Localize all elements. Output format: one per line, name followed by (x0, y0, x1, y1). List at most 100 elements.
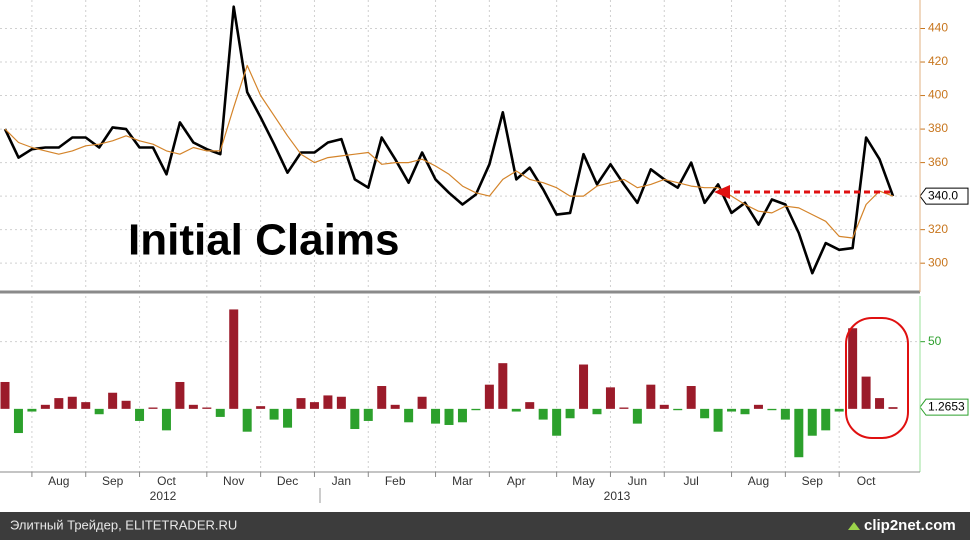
bar (457, 408, 467, 423)
bar (296, 398, 306, 409)
x-tick-label: Feb (385, 474, 406, 488)
bar (148, 407, 158, 409)
bar (283, 408, 293, 428)
bar (256, 406, 266, 409)
bar (108, 392, 118, 409)
x-tick-label: Jul (684, 474, 699, 488)
line-series (3, 5, 895, 275)
bar (579, 364, 589, 409)
y-tick-label: 300 (928, 255, 948, 269)
bar (444, 408, 454, 425)
value-label: 1.2653 (928, 399, 965, 413)
bar (727, 408, 737, 412)
bar (121, 400, 131, 409)
y-tick-label: 440 (928, 21, 948, 35)
x-tick-label: Nov (223, 474, 244, 488)
bar (565, 408, 575, 419)
y-tick-label: 50 (928, 334, 942, 348)
y-tick-label: 400 (928, 88, 948, 102)
bar (673, 408, 683, 411)
x-tick-label: Mar (452, 474, 473, 488)
bar (700, 408, 710, 419)
arrow-head (714, 185, 730, 199)
bar (552, 408, 562, 436)
bar (875, 398, 885, 409)
bar (242, 408, 252, 432)
bar (40, 404, 50, 409)
bar (592, 408, 602, 415)
y-tick-label: 380 (928, 121, 948, 135)
bar (713, 408, 723, 432)
bar (646, 384, 656, 409)
x-tick-label: May (572, 474, 595, 488)
bar (821, 408, 831, 431)
year-label: 2012 (150, 489, 177, 503)
highlight-ellipse (845, 317, 909, 439)
bar (229, 309, 239, 409)
bar (336, 396, 346, 409)
bar (13, 408, 23, 434)
bar (767, 408, 777, 411)
bar (861, 376, 871, 409)
bar (67, 396, 77, 409)
bar (323, 395, 333, 409)
x-tick-label: Oct (857, 474, 876, 488)
bar (632, 408, 642, 424)
bar (740, 408, 750, 415)
x-tick-label: Jun (628, 474, 647, 488)
bar (659, 404, 669, 409)
x-tick-label: Jan (332, 474, 351, 488)
bar (484, 384, 494, 409)
bar (202, 407, 212, 409)
footer-watermark: clip2net.com (864, 517, 956, 534)
bar (498, 363, 508, 409)
bar (188, 404, 198, 409)
footer-source: Элитный Трейдер, ELITETRADER.RU (10, 517, 237, 532)
bar (834, 408, 844, 412)
x-tick-label: Aug (748, 474, 769, 488)
bar (794, 408, 804, 458)
footer-bar (0, 512, 970, 540)
logo-icon (848, 522, 860, 530)
bar (471, 408, 481, 411)
bar (377, 386, 387, 409)
bar (161, 408, 171, 431)
bar (81, 402, 91, 409)
bar (0, 381, 10, 409)
bar (269, 408, 279, 420)
value-label-box (919, 187, 969, 205)
bar (54, 398, 64, 409)
x-tick-label: Sep (802, 474, 824, 488)
value-label: 340.0 (928, 188, 958, 202)
x-tick-label: Dec (277, 474, 298, 488)
bar (686, 386, 696, 409)
bar (807, 408, 817, 436)
year-label: 2013 (604, 489, 631, 503)
bar (404, 408, 414, 423)
bar (431, 408, 441, 424)
bar (848, 328, 858, 409)
bar (135, 408, 145, 421)
x-tick-label: Sep (102, 474, 124, 488)
bar (605, 387, 615, 409)
bar (511, 408, 521, 412)
bar (417, 396, 427, 409)
x-tick-label: Oct (157, 474, 176, 488)
bar (309, 402, 319, 409)
y-tick-label: 320 (928, 222, 948, 236)
bar (888, 407, 898, 409)
line-series (4, 64, 894, 239)
bar (175, 381, 185, 409)
x-tick-label: Apr (507, 474, 526, 488)
bar (363, 408, 373, 421)
bar (753, 404, 763, 409)
y-tick-label: 360 (928, 155, 948, 169)
bar (538, 408, 548, 420)
bar (215, 408, 225, 417)
bar (390, 404, 400, 409)
bar (780, 408, 790, 420)
bar (350, 408, 360, 430)
chart-title: Initial Claims (128, 216, 399, 265)
